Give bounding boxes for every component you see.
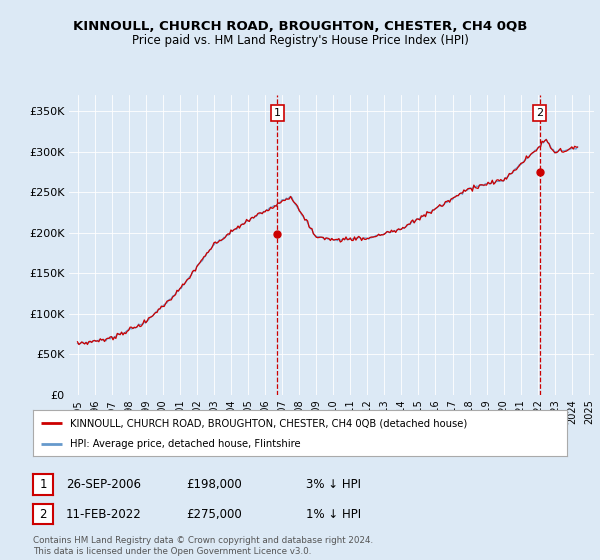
Text: KINNOULL, CHURCH ROAD, BROUGHTON, CHESTER, CH4 0QB (detached house): KINNOULL, CHURCH ROAD, BROUGHTON, CHESTE… — [70, 418, 467, 428]
Text: Price paid vs. HM Land Registry's House Price Index (HPI): Price paid vs. HM Land Registry's House … — [131, 34, 469, 46]
Text: HPI: Average price, detached house, Flintshire: HPI: Average price, detached house, Flin… — [70, 440, 301, 450]
Text: 2: 2 — [40, 507, 47, 521]
Text: 1: 1 — [274, 108, 281, 118]
Text: 2: 2 — [536, 108, 543, 118]
Text: 3% ↓ HPI: 3% ↓ HPI — [306, 478, 361, 491]
Text: 1% ↓ HPI: 1% ↓ HPI — [306, 507, 361, 521]
Text: £275,000: £275,000 — [186, 507, 242, 521]
Text: Contains HM Land Registry data © Crown copyright and database right 2024.
This d: Contains HM Land Registry data © Crown c… — [33, 536, 373, 556]
Text: KINNOULL, CHURCH ROAD, BROUGHTON, CHESTER, CH4 0QB: KINNOULL, CHURCH ROAD, BROUGHTON, CHESTE… — [73, 20, 527, 32]
Text: 26-SEP-2006: 26-SEP-2006 — [66, 478, 141, 491]
Text: £198,000: £198,000 — [186, 478, 242, 491]
Text: 11-FEB-2022: 11-FEB-2022 — [66, 507, 142, 521]
Text: 1: 1 — [40, 478, 47, 491]
